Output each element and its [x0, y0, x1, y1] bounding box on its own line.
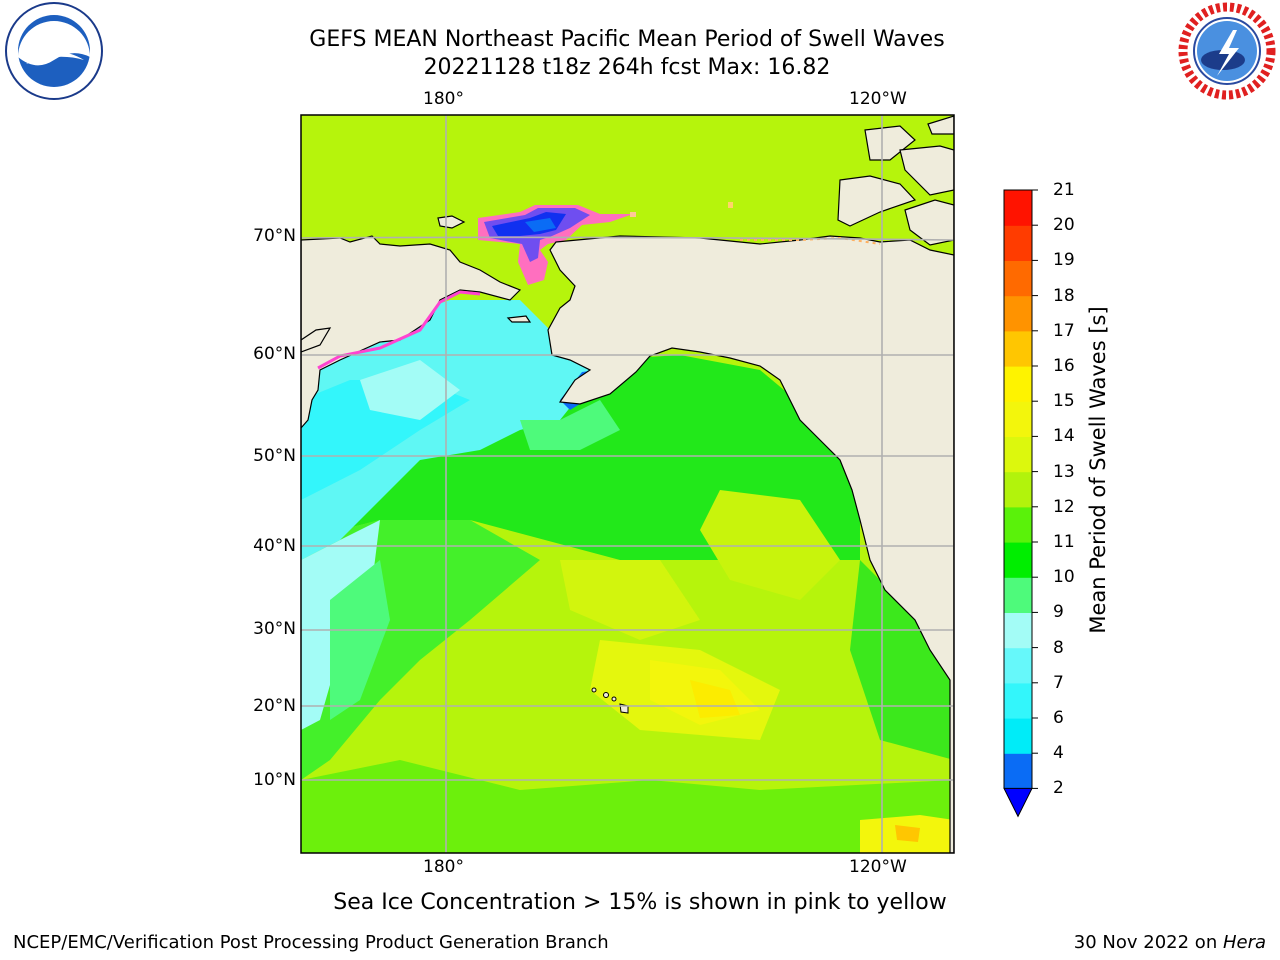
map-frame: [300, 114, 955, 854]
colorbar-segment: [1004, 295, 1032, 332]
colorbar-tick-label: 12: [1053, 496, 1075, 517]
colorbar-tick-label: 19: [1053, 250, 1075, 271]
colorbar-tick-label: 14: [1053, 426, 1075, 447]
colorbar-label: Mean Period of Swell Waves [s]: [1086, 306, 1110, 634]
colorbar: [1003, 189, 1038, 818]
colorbar-segment: [1004, 753, 1032, 789]
colorbar-segment: [1004, 577, 1032, 613]
colorbar-tick-label: 6: [1053, 708, 1064, 728]
colorbar-tick-label: 2: [1053, 778, 1064, 799]
lat-tick-60n: 60°N: [253, 344, 296, 364]
lat-tick-50n: 50°N: [253, 446, 296, 466]
colorbar-segment: [1004, 542, 1032, 578]
colorbar-tick-label: 10: [1053, 567, 1075, 588]
chart-title: GEFS MEAN Northeast Pacific Mean Period …: [309, 27, 945, 52]
lon-tick-top-180: 180°: [423, 89, 464, 109]
footer-host: Hera: [1222, 932, 1266, 953]
noaa-logo: NOAA: [5, 2, 103, 100]
colorbar-tick-label: 8: [1053, 637, 1064, 658]
colorbar-segment: [1004, 612, 1032, 649]
colorbar-segment: [1004, 401, 1032, 437]
svg-text:NOAA: NOAA: [32, 25, 76, 42]
colorbar-tick-label: 4: [1053, 743, 1064, 764]
colorbar-tick-label: 17: [1053, 320, 1075, 341]
gridlines: [301, 115, 954, 853]
lon-tick-bottom-180: 180°: [423, 857, 464, 877]
colorbar-segment: [1004, 366, 1032, 402]
lat-tick-10n: 10°N: [253, 770, 296, 790]
colorbar-tick-label: 11: [1053, 532, 1075, 552]
colorbar-tick-label: 20: [1053, 215, 1075, 236]
colorbar-tick-label: 16: [1053, 356, 1075, 376]
colorbar-segment: [1004, 506, 1032, 543]
colorbar-segment: [1004, 647, 1032, 684]
colorbar-segment: [1004, 682, 1032, 719]
colorbar-segment: [1004, 260, 1032, 297]
colorbar-segment: [1004, 330, 1032, 367]
colorbar-tick-label: 21: [1053, 180, 1075, 200]
sea-ice-caption: Sea Ice Concentration > 15% is shown in …: [333, 890, 947, 915]
colorbar-tick-label: 7: [1053, 672, 1064, 693]
lat-tick-20n: 20°N: [253, 696, 296, 716]
lon-tick-top-120w: 120°W: [849, 89, 907, 109]
colorbar-tick-label: 15: [1053, 391, 1075, 412]
colorbar-tick-label: 13: [1053, 461, 1075, 482]
colorbar-frame: [1003, 189, 1033, 789]
footer-date-text: 30 Nov 2022 on: [1073, 932, 1223, 953]
colorbar-tick-label: 18: [1053, 285, 1075, 306]
lat-tick-30n: 30°N: [253, 619, 296, 639]
colorbar-segment: [1004, 718, 1032, 754]
colorbar-segment: [1004, 225, 1032, 261]
nws-logo: [1178, 2, 1276, 100]
colorbar-segment: [1004, 436, 1032, 473]
chart-subtitle: 20221128 t18z 264h fcst Max: 16.82: [423, 55, 831, 80]
swell-period-field: [301, 115, 954, 853]
colorbar-segment: [1004, 190, 1032, 226]
footer-date: 30 Nov 2022 on Hera: [1074, 932, 1266, 953]
colorbar-tick-label: 9: [1053, 602, 1064, 623]
lat-tick-70n: 70°N: [253, 226, 296, 246]
lon-tick-bottom-120w: 120°W: [849, 857, 907, 877]
footer-credit: NCEP/EMC/Verification Post Processing Pr…: [13, 932, 609, 953]
colorbar-under-triangle: [1003, 787, 1033, 818]
lat-tick-40n: 40°N: [253, 536, 296, 556]
colorbar-segment: [1004, 471, 1032, 508]
